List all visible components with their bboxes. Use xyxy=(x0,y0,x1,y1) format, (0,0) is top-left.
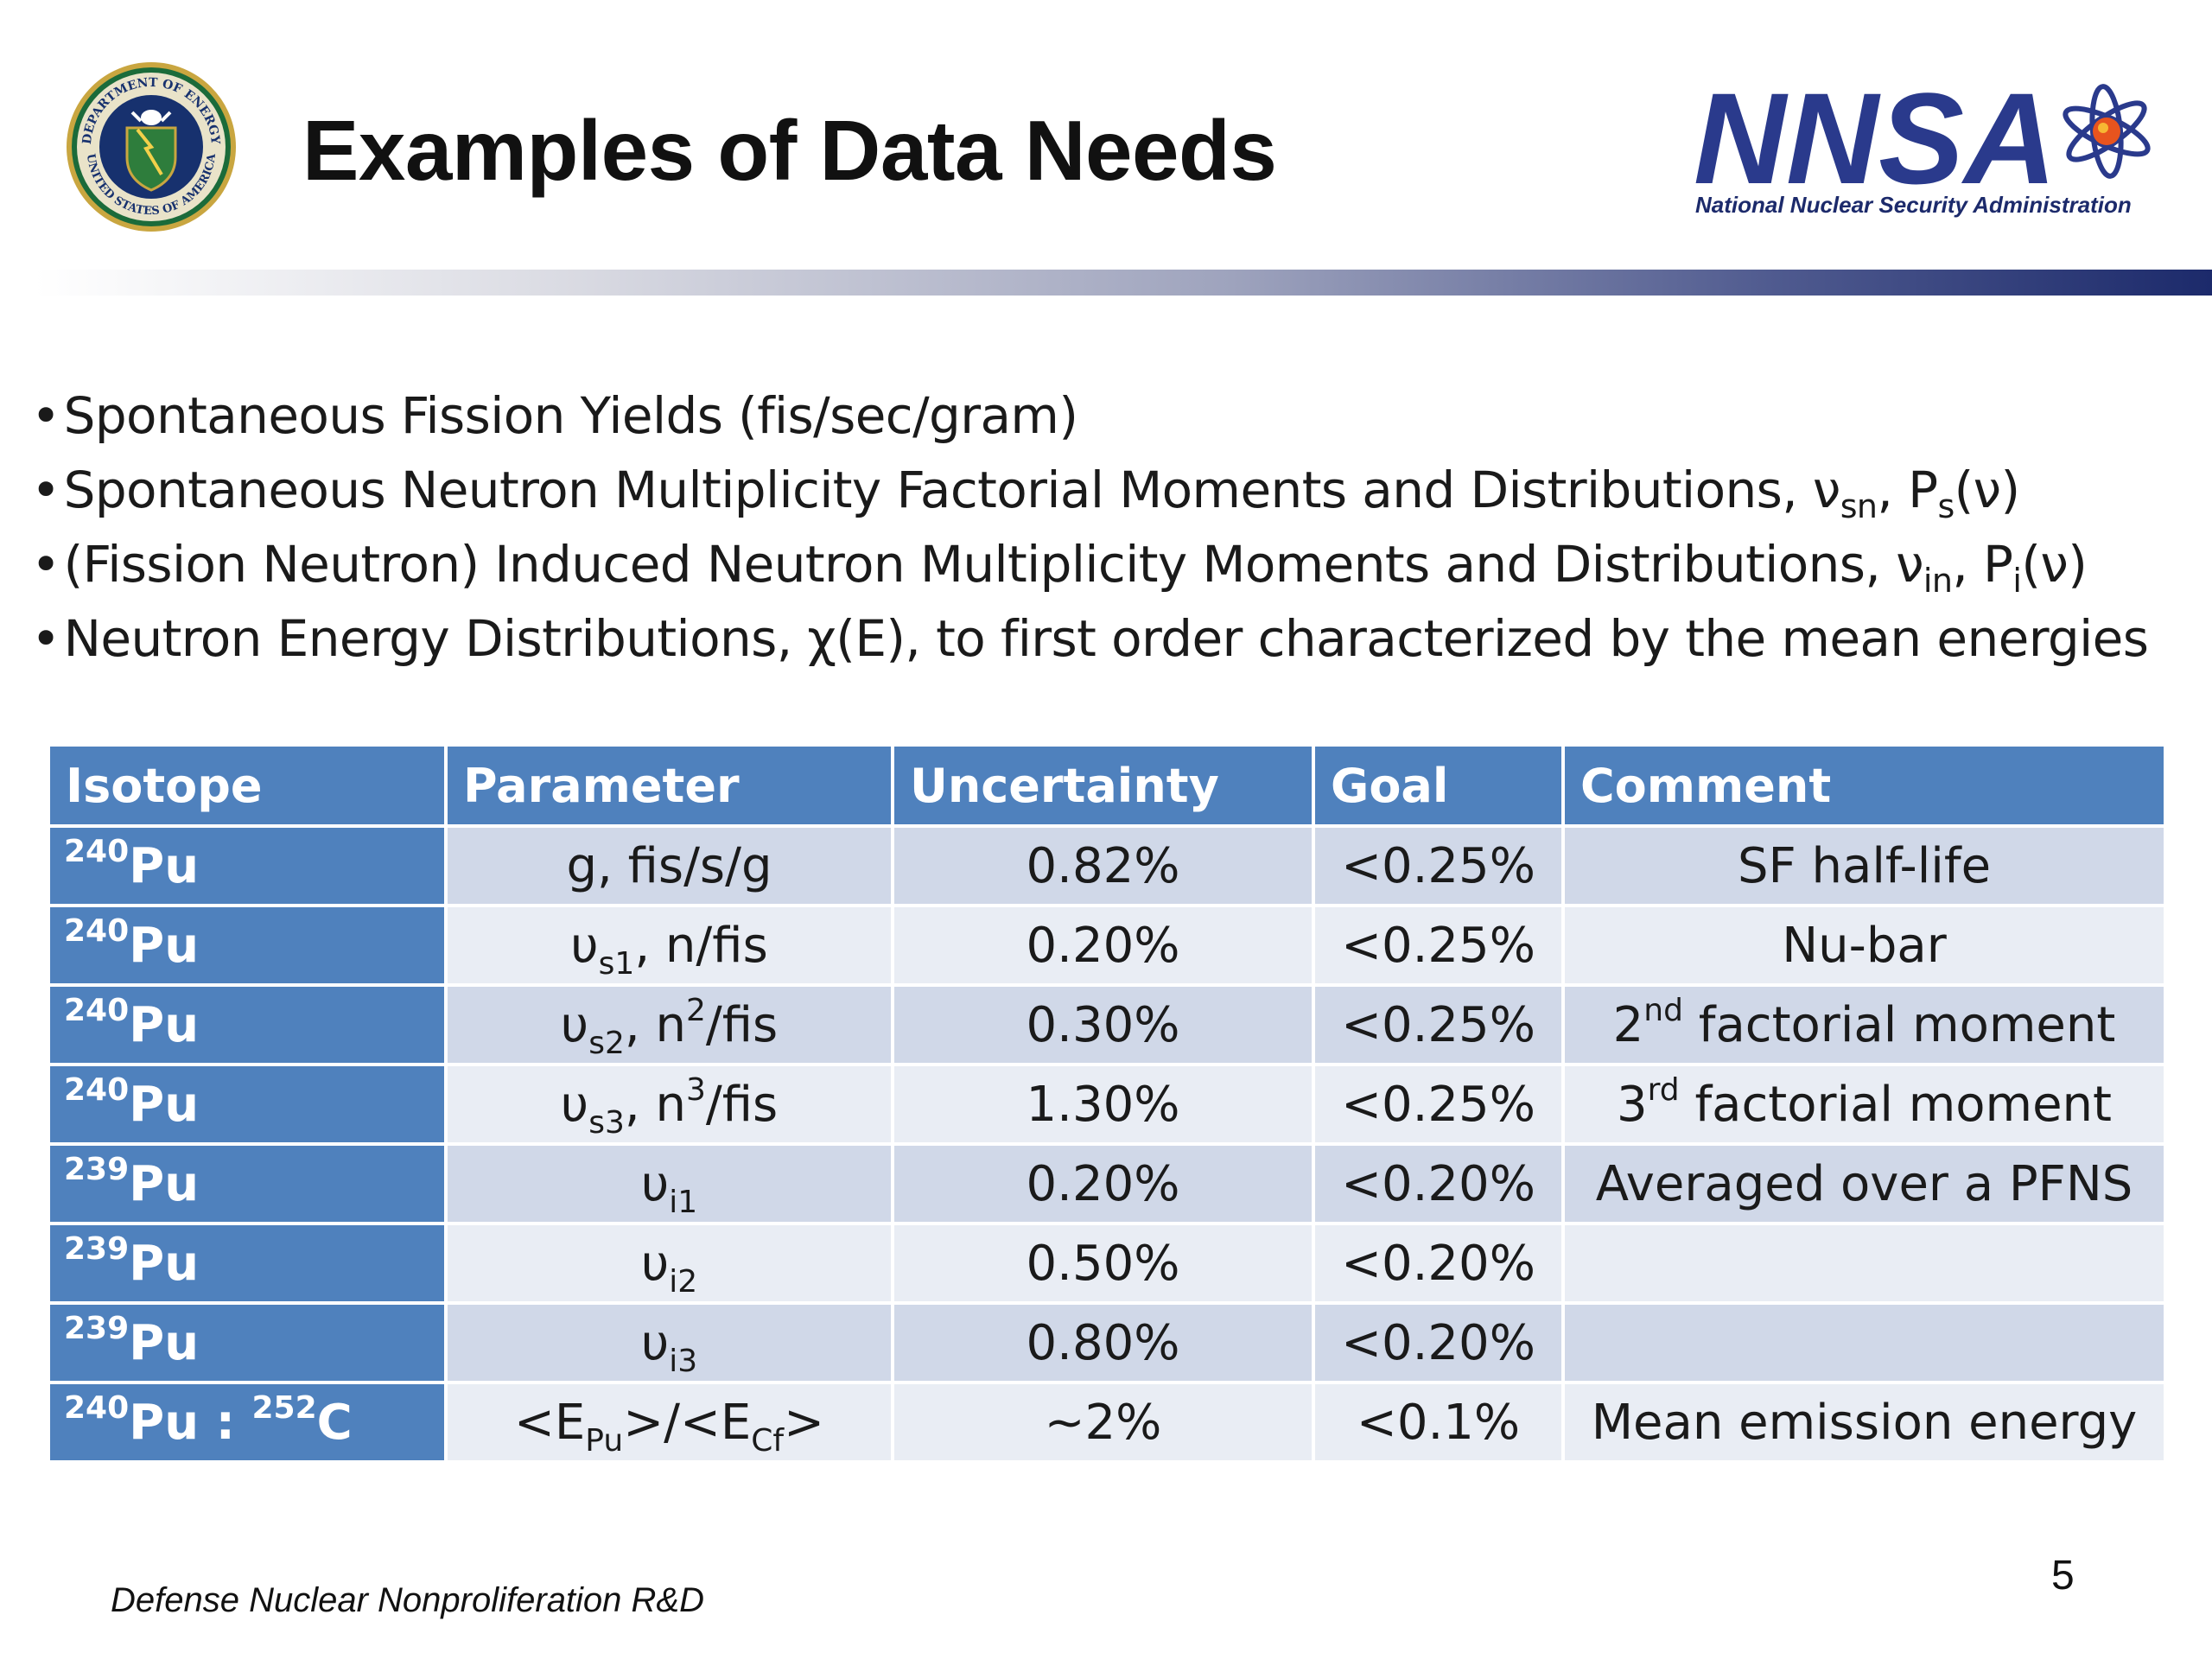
nnsa-tagline: National Nuclear Security Administration xyxy=(1695,192,2132,218)
parameter-cell: g, fis/s/g xyxy=(444,824,894,907)
bullet-list: •Spontaneous Fission Yields (fis/sec/gra… xyxy=(31,378,2191,676)
isotope-cell: 240Pu xyxy=(47,1063,448,1146)
bullet-item: •(Fission Neutron) Induced Neutron Multi… xyxy=(31,535,2088,600)
comment-cell: 2nd factorial moment xyxy=(1561,983,2167,1066)
goal-cell: <0.25% xyxy=(1312,983,1565,1066)
table-row: 239Pu υi2 0.50% <0.20% xyxy=(47,1222,2167,1305)
parameter-cell: υs2, n2/fis xyxy=(444,983,894,1066)
comment-cell: Averaged over a PFNS xyxy=(1561,1142,2167,1225)
parameter-cell: υi1 xyxy=(444,1142,894,1225)
column-header-comment: Comment xyxy=(1561,743,2167,828)
table-row: 239Pu υi3 0.80% <0.20% xyxy=(47,1301,2167,1384)
header-gradient-bar xyxy=(35,270,2212,296)
table-row: 240Pu υs1, n/fis 0.20% <0.25% Nu-bar xyxy=(47,904,2167,987)
parameter-cell: υi2 xyxy=(444,1222,894,1305)
doe-seal-logo: DEPARTMENT OF ENERGY UNITED STATES OF AM… xyxy=(67,62,236,232)
isotope-cell: 240Pu : 252C xyxy=(47,1381,448,1464)
nnsa-logo: NNSA xyxy=(1694,78,2151,211)
goal-cell: <0.1% xyxy=(1312,1381,1565,1464)
column-header-isotope: Isotope xyxy=(47,743,448,828)
uncertainty-cell: 0.80% xyxy=(891,1301,1315,1384)
footer-text: Defense Nuclear Nonproliferation R&D xyxy=(111,1581,704,1619)
table-row: 240Pu : 252C <EPu>/<ECf> ~2% <0.1% Mean … xyxy=(47,1381,2167,1464)
table-row: 240Pu υs3, n3/fis 1.30% <0.25% 3rd facto… xyxy=(47,1063,2167,1146)
parameter-cell: υi3 xyxy=(444,1301,894,1384)
comment-cell: Nu-bar xyxy=(1561,904,2167,987)
bullet-item: •Neutron Energy Distributions, χ(E), to … xyxy=(31,609,2149,668)
comment-cell: Mean emission energy xyxy=(1561,1381,2167,1464)
uncertainty-cell: 0.20% xyxy=(891,904,1315,987)
goal-cell: <0.25% xyxy=(1312,1063,1565,1146)
comment-cell: 3rd factorial moment xyxy=(1561,1063,2167,1146)
page-title: Examples of Data Needs xyxy=(302,103,1277,198)
comment-cell xyxy=(1561,1301,2167,1384)
bullet-item: •Spontaneous Neutron Multiplicity Factor… xyxy=(31,461,2020,525)
column-header-goal: Goal xyxy=(1312,743,1565,828)
table-row: 240Pu g, fis/s/g 0.82% <0.25% SF half-li… xyxy=(47,824,2167,907)
uncertainty-cell: 0.30% xyxy=(891,983,1315,1066)
data-needs-table: Isotope Parameter Uncertainty Goal Comme… xyxy=(47,743,2167,1464)
page-number: 5 xyxy=(2051,1553,2075,1599)
isotope-cell: 239Pu xyxy=(47,1222,448,1305)
isotope-cell: 239Pu xyxy=(47,1142,448,1225)
goal-cell: <0.20% xyxy=(1312,1301,1565,1384)
isotope-cell: 239Pu xyxy=(47,1301,448,1384)
goal-cell: <0.25% xyxy=(1312,824,1565,907)
uncertainty-cell: 1.30% xyxy=(891,1063,1315,1146)
goal-cell: <0.25% xyxy=(1312,904,1565,987)
uncertainty-cell: 0.50% xyxy=(891,1222,1315,1305)
column-header-parameter: Parameter xyxy=(444,743,894,828)
goal-cell: <0.20% xyxy=(1312,1222,1565,1305)
bullet-item: •Spontaneous Fission Yields (fis/sec/gra… xyxy=(31,386,1078,445)
uncertainty-cell: 0.20% xyxy=(891,1142,1315,1225)
isotope-cell: 240Pu xyxy=(47,824,448,907)
table-header-row: Isotope Parameter Uncertainty Goal Comme… xyxy=(47,743,2167,828)
comment-cell xyxy=(1561,1222,2167,1305)
parameter-cell: υs3, n3/fis xyxy=(444,1063,894,1146)
comment-cell: SF half-life xyxy=(1561,824,2167,907)
nnsa-logo-text: NNSA xyxy=(1694,78,2056,211)
parameter-cell: <EPu>/<ECf> xyxy=(444,1381,894,1464)
parameter-cell: υs1, n/fis xyxy=(444,904,894,987)
isotope-cell: 240Pu xyxy=(47,904,448,987)
column-header-uncertainty: Uncertainty xyxy=(891,743,1315,828)
table-row: 240Pu υs2, n2/fis 0.30% <0.25% 2nd facto… xyxy=(47,983,2167,1066)
isotope-cell: 240Pu xyxy=(47,983,448,1066)
uncertainty-cell: 0.82% xyxy=(891,824,1315,907)
goal-cell: <0.20% xyxy=(1312,1142,1565,1225)
uncertainty-cell: ~2% xyxy=(891,1381,1315,1464)
table-row: 239Pu υi1 0.20% <0.20% Averaged over a P… xyxy=(47,1142,2167,1225)
